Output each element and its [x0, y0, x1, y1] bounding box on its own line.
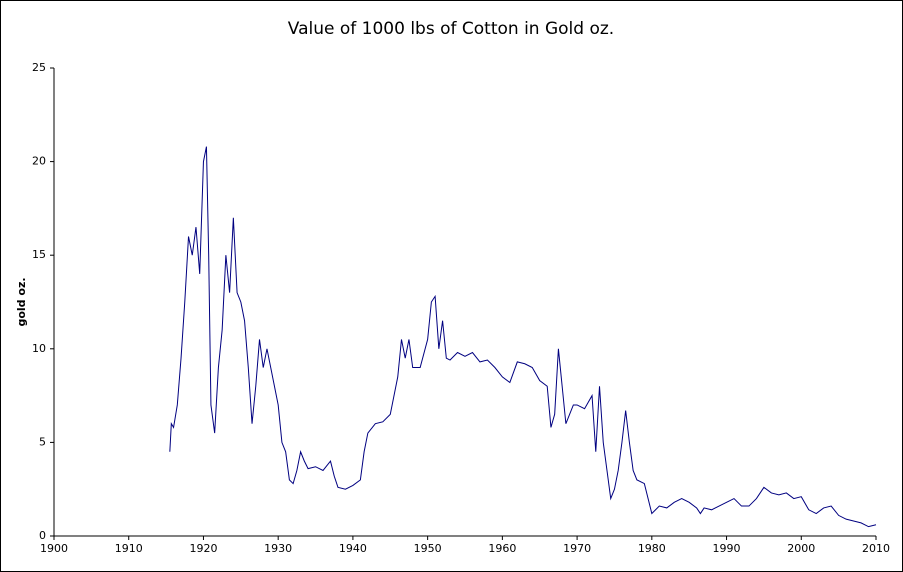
x-tick-label: 1940 [339, 542, 367, 555]
x-tick-label: 1980 [638, 542, 666, 555]
x-tick-label: 1900 [40, 542, 68, 555]
y-axis-label: gold oz. [15, 277, 28, 326]
x-tick-label: 1920 [189, 542, 217, 555]
y-tick-label: 15 [32, 248, 46, 261]
x-tick-label: 1960 [488, 542, 516, 555]
y-tick-label: 25 [32, 61, 46, 74]
data-line [169, 146, 877, 528]
x-tick-label: 1950 [414, 542, 442, 555]
x-tick-label: 1910 [115, 542, 143, 555]
y-tick-label: 10 [32, 342, 46, 355]
x-tick-label: 1930 [264, 542, 292, 555]
y-tick-label: 0 [39, 529, 46, 542]
x-tick-label: 1970 [563, 542, 591, 555]
x-tick-label: 1990 [713, 542, 741, 555]
chart-title: Value of 1000 lbs of Cotton in Gold oz. [288, 19, 614, 39]
x-tick-label: 2000 [787, 542, 815, 555]
y-tick-label: 20 [32, 155, 46, 168]
y-tick-label: 5 [39, 435, 46, 448]
x-tick-label: 2010 [862, 542, 890, 555]
